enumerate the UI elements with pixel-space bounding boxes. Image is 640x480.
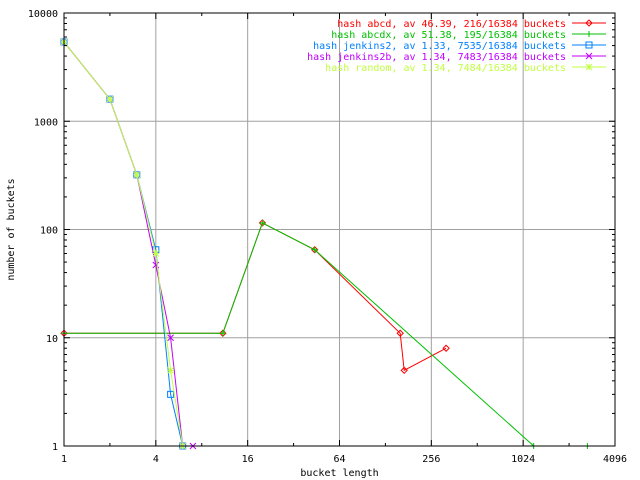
data-point bbox=[585, 19, 593, 27]
series-line bbox=[63, 41, 184, 447]
data-point bbox=[396, 329, 404, 337]
data-point bbox=[167, 366, 174, 374]
data-point bbox=[259, 219, 266, 226]
y-tick-label: 100 bbox=[40, 226, 58, 237]
legend-label: hash jenkins2b, av 1.34, 7483/16384 buck… bbox=[307, 52, 566, 63]
axis-ticks: 1 4 16 64 256 1024 4096 1 10 100 1000 10000 bbox=[28, 9, 627, 465]
series-1 bbox=[61, 219, 591, 449]
data-point bbox=[400, 366, 408, 375]
data-point bbox=[106, 95, 114, 103]
data-point bbox=[219, 330, 226, 337]
data-point bbox=[585, 41, 593, 49]
y-tick-label: 10 bbox=[46, 334, 58, 345]
data-point bbox=[586, 31, 592, 37]
x-tick-label: 4 bbox=[153, 454, 159, 465]
series-line bbox=[63, 41, 193, 447]
x-axis-label: bucket length bbox=[300, 468, 378, 479]
data-point bbox=[167, 390, 175, 398]
series-layer bbox=[60, 38, 591, 450]
y-tick-label: 1000 bbox=[34, 117, 58, 128]
series-line bbox=[64, 222, 447, 372]
y-axis-label: number of buckets bbox=[6, 178, 17, 280]
series-2 bbox=[60, 38, 187, 450]
x-tick-label: 16 bbox=[242, 454, 254, 465]
legend-label: hash jenkins2, av 1.33, 7535/16384 bucke… bbox=[313, 41, 566, 52]
series-3 bbox=[60, 38, 197, 450]
series-line bbox=[63, 41, 184, 447]
grid bbox=[64, 13, 615, 446]
data-point bbox=[133, 171, 141, 179]
legend-label: hash abcdx, av 51.38, 195/16384 buckets bbox=[331, 30, 566, 41]
legend: hash abcd, av 46.39, 216/16384 bucketsha… bbox=[307, 19, 606, 74]
data-point bbox=[311, 246, 318, 253]
legend-label: hash abcd, av 46.39, 216/16384 buckets bbox=[337, 19, 566, 30]
x-tick-label: 4096 bbox=[603, 454, 627, 465]
series-line bbox=[64, 222, 588, 447]
x-tick-label: 1 bbox=[61, 454, 67, 465]
x-tick-label: 256 bbox=[422, 454, 440, 465]
y-tick-label: 1 bbox=[52, 442, 58, 453]
series-4 bbox=[60, 38, 187, 450]
x-tick-label: 1024 bbox=[511, 454, 535, 465]
data-point bbox=[442, 344, 450, 352]
data-point bbox=[152, 250, 160, 257]
data-point bbox=[585, 52, 593, 60]
x-tick-label: 64 bbox=[333, 454, 345, 465]
data-point bbox=[167, 334, 174, 342]
data-point bbox=[585, 63, 593, 71]
legend-label: hash random, av 1.34, 7484/16384 buckets bbox=[325, 63, 566, 74]
y-tick-label: 10000 bbox=[28, 9, 58, 20]
